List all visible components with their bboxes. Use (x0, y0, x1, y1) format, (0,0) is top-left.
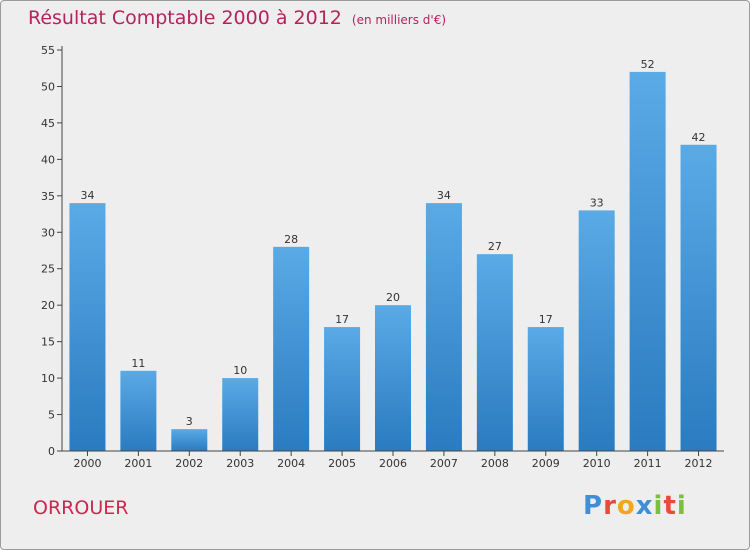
y-tick-label: 40 (41, 153, 55, 166)
logo-letter: i (676, 491, 687, 521)
chart-title: Résultat Comptable 2000 à 2012 (en millie… (28, 7, 446, 29)
x-tick-label: 2004 (277, 457, 305, 470)
x-tick-label: 2006 (379, 457, 407, 470)
bar-2002 (171, 429, 208, 451)
logo-letter: x (635, 491, 654, 521)
logo-letter: o (616, 491, 636, 521)
bars: 34 11 3 10 28 17 20 34 27 17 33 52 42 (69, 58, 717, 452)
x-tick-label: 2000 (73, 457, 101, 470)
bar-value-label: 52 (641, 58, 655, 71)
bar-2000 (69, 203, 106, 451)
x-tick-label: 2002 (175, 457, 203, 470)
title-unit: (en milliers d'€) (351, 13, 447, 27)
bar-value-label: 17 (335, 313, 349, 326)
logo-letter: P (583, 491, 604, 521)
bar-2011 (629, 71, 666, 451)
logo-letter: r (603, 491, 617, 521)
x-tick-label: 2003 (226, 457, 254, 470)
x-axis: 2000 2001 2002 2003 2004 2005 2006 2007 2008 2009… (62, 450, 724, 470)
bar-2012 (680, 144, 717, 452)
bar-value-label: 33 (590, 196, 604, 209)
y-tick-label: 50 (41, 80, 55, 93)
commune-name: ORROUER (33, 497, 129, 519)
logo-letter: t (663, 491, 677, 521)
bar-value-label: 42 (692, 131, 706, 144)
bar-2001 (120, 370, 157, 451)
x-tick-label: 2011 (634, 457, 662, 470)
bar-2007 (425, 203, 462, 451)
proxiti-logo: Proxiti (583, 491, 687, 521)
x-tick-label: 2007 (430, 457, 458, 470)
bar-2008 (476, 254, 513, 451)
title-text: Résultat Comptable 2000 à 2012 (28, 7, 342, 29)
x-tick-label: 2008 (481, 457, 509, 470)
bar-value-label: 10 (233, 364, 247, 377)
y-tick-label: 55 (41, 44, 55, 57)
bar-2009 (527, 327, 564, 451)
bar-value-label: 20 (386, 291, 400, 304)
bar-2003 (222, 378, 259, 451)
x-tick-label: 2010 (583, 457, 611, 470)
bar-value-label: 17 (539, 313, 553, 326)
y-tick-label: 45 (41, 117, 55, 130)
logo-letter: i (653, 491, 664, 521)
bar-value-label: 11 (131, 357, 145, 370)
x-tick-label: 2009 (532, 457, 560, 470)
x-tick-label: 2001 (124, 457, 152, 470)
bar-value-label: 27 (488, 240, 502, 253)
bar-value-label: 3 (186, 415, 193, 428)
bar-2005 (324, 327, 361, 451)
bar-2006 (375, 305, 411, 451)
bar-2010 (578, 210, 615, 451)
bar-value-label: 34 (80, 189, 94, 202)
y-tick-label: 0 (48, 445, 55, 458)
bar-chart: 0 5 10 15 20 25 30 35 40 45 50 55 34 11 3 10 28 17 20 34 27… (41, 44, 724, 470)
bar-2004 (273, 246, 310, 451)
y-tick-label: 25 (41, 263, 55, 276)
y-axis: 0 5 10 15 20 25 30 35 40 45 50 55 (41, 44, 63, 458)
bar-value-label: 34 (437, 189, 451, 202)
y-tick-label: 5 (48, 409, 55, 422)
y-tick-label: 15 (41, 336, 55, 349)
y-tick-label: 10 (41, 372, 55, 385)
y-tick-label: 35 (41, 190, 55, 203)
bar-value-label: 28 (284, 233, 298, 246)
x-tick-label: 2005 (328, 457, 356, 470)
x-tick-label: 2012 (685, 457, 713, 470)
y-tick-label: 20 (41, 299, 55, 312)
y-tick-label: 30 (41, 226, 55, 239)
